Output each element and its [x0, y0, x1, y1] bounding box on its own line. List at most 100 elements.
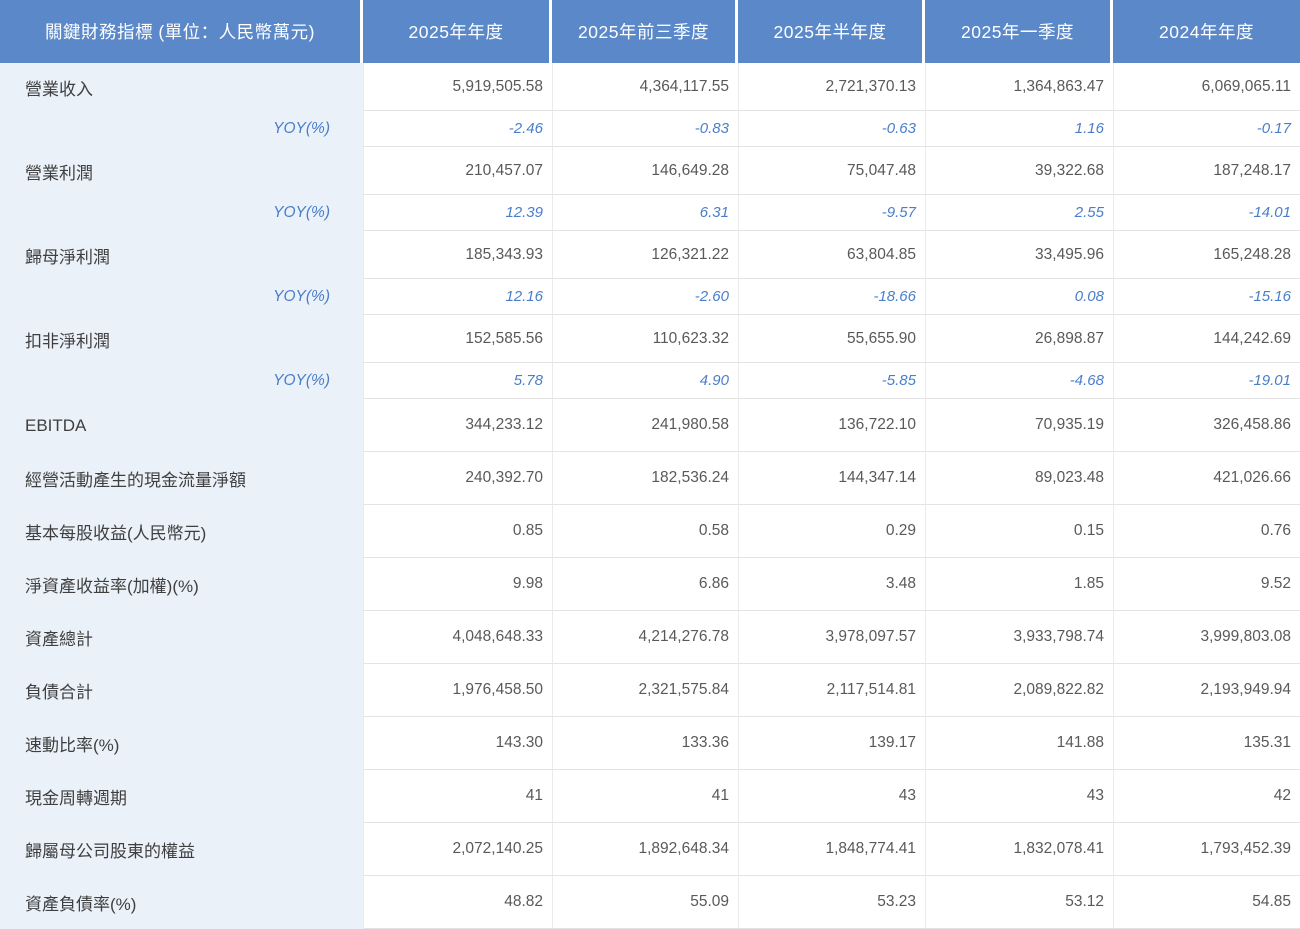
- yoy-value: -2.46: [363, 111, 552, 147]
- yoy-value: -0.83: [552, 111, 738, 147]
- header-period-2025-half: 2025年半年度: [738, 0, 925, 63]
- metric-value: 2,089,822.82: [925, 664, 1113, 717]
- metric-value: 3,999,803.08: [1113, 611, 1300, 664]
- metric-value: 41: [363, 770, 552, 823]
- yoy-value: -5.85: [738, 363, 925, 399]
- metric-row: 營業利潤 210,457.07 146,649.28 75,047.48 39,322.…: [0, 147, 1300, 195]
- metric-value: 143.30: [363, 717, 552, 770]
- metric-label: 歸屬母公司股東的權益: [0, 823, 363, 876]
- metric-value: 4,214,276.78: [552, 611, 738, 664]
- metric-value: 133.36: [552, 717, 738, 770]
- metric-value: 3,933,798.74: [925, 611, 1113, 664]
- metric-value: 2,193,949.94: [1113, 664, 1300, 717]
- metric-row: 資產總計 4,048,648.33 4,214,276.78 3,978,097.57…: [0, 611, 1300, 664]
- metric-label: 基本每股收益(人民幣元): [0, 505, 363, 558]
- metric-value: 1,364,863.47: [925, 63, 1113, 111]
- metric-label: 現金周轉週期: [0, 770, 363, 823]
- metric-label: 營業利潤: [0, 147, 363, 195]
- yoy-value: -0.17: [1113, 111, 1300, 147]
- yoy-value: 12.39: [363, 195, 552, 231]
- metric-value: 0.29: [738, 505, 925, 558]
- metric-value: 3,978,097.57: [738, 611, 925, 664]
- metric-value: 187,248.17: [1113, 147, 1300, 195]
- yoy-label: YOY(%): [0, 363, 363, 399]
- metric-value: 26,898.87: [925, 315, 1113, 363]
- metric-label: EBITDA: [0, 399, 363, 452]
- metric-value: 55,655.90: [738, 315, 925, 363]
- metric-value: 55.09: [552, 876, 738, 929]
- metric-row: 速動比率(%) 143.30 133.36 139.17 141.88 135.31: [0, 717, 1300, 770]
- metric-value: 43: [925, 770, 1113, 823]
- yoy-value: -14.01: [1113, 195, 1300, 231]
- metric-label: 負債合計: [0, 664, 363, 717]
- yoy-value: -0.63: [738, 111, 925, 147]
- metric-value: 135.31: [1113, 717, 1300, 770]
- metric-value: 1,832,078.41: [925, 823, 1113, 876]
- metric-value: 144,242.69: [1113, 315, 1300, 363]
- metric-row: 營業收入 5,919,505.58 4,364,117.55 2,721,370.13…: [0, 63, 1300, 111]
- metric-value: 210,457.07: [363, 147, 552, 195]
- metric-row: 經營活動產生的現金流量淨額 240,392.70 182,536.24 144,347…: [0, 452, 1300, 505]
- metric-value: 33,495.96: [925, 231, 1113, 279]
- yoy-value: 6.31: [552, 195, 738, 231]
- metric-value: 39,322.68: [925, 147, 1113, 195]
- metric-value: 0.76: [1113, 505, 1300, 558]
- metric-value: 344,233.12: [363, 399, 552, 452]
- metric-value: 75,047.48: [738, 147, 925, 195]
- metric-value: 63,804.85: [738, 231, 925, 279]
- metric-value: 0.85: [363, 505, 552, 558]
- table-body: 營業收入 5,919,505.58 4,364,117.55 2,721,370.13…: [0, 63, 1300, 929]
- metric-value: 9.52: [1113, 558, 1300, 611]
- metric-value: 53.23: [738, 876, 925, 929]
- metric-value: 1.85: [925, 558, 1113, 611]
- yoy-row: YOY(%) -2.46 -0.83 -0.63 1.16 -0.17: [0, 111, 1300, 147]
- metric-value: 89,023.48: [925, 452, 1113, 505]
- metric-row: 基本每股收益(人民幣元) 0.85 0.58 0.29 0.15 0.76: [0, 505, 1300, 558]
- yoy-value: 12.16: [363, 279, 552, 315]
- metric-value: 182,536.24: [552, 452, 738, 505]
- metric-label: 歸母淨利潤: [0, 231, 363, 279]
- yoy-value: 5.78: [363, 363, 552, 399]
- metric-value: 53.12: [925, 876, 1113, 929]
- yoy-value: 0.08: [925, 279, 1113, 315]
- yoy-row: YOY(%) 12.16 -2.60 -18.66 0.08 -15.16: [0, 279, 1300, 315]
- metric-value: 139.17: [738, 717, 925, 770]
- yoy-label: YOY(%): [0, 279, 363, 315]
- metric-value: 1,892,648.34: [552, 823, 738, 876]
- metric-label: 淨資產收益率(加權)(%): [0, 558, 363, 611]
- metric-value: 70,935.19: [925, 399, 1113, 452]
- metric-value: 141.88: [925, 717, 1113, 770]
- metric-value: 42: [1113, 770, 1300, 823]
- metric-value: 241,980.58: [552, 399, 738, 452]
- yoy-value: 2.55: [925, 195, 1113, 231]
- metric-value: 185,343.93: [363, 231, 552, 279]
- metric-row: 歸母淨利潤 185,343.93 126,321.22 63,804.85 33,495…: [0, 231, 1300, 279]
- yoy-value: 1.16: [925, 111, 1113, 147]
- yoy-value: -9.57: [738, 195, 925, 231]
- metric-row: 資產負債率(%) 48.82 55.09 53.23 53.12 54.85: [0, 876, 1300, 929]
- metric-value: 2,072,140.25: [363, 823, 552, 876]
- metric-row: 負債合計 1,976,458.50 2,321,575.84 2,117,514.81…: [0, 664, 1300, 717]
- metric-value: 326,458.86: [1113, 399, 1300, 452]
- yoy-row: YOY(%) 12.39 6.31 -9.57 2.55 -14.01: [0, 195, 1300, 231]
- metric-value: 152,585.56: [363, 315, 552, 363]
- metric-value: 2,721,370.13: [738, 63, 925, 111]
- metric-value: 2,117,514.81: [738, 664, 925, 717]
- header-period-2025-annual: 2025年年度: [363, 0, 552, 63]
- metric-value: 6,069,065.11: [1113, 63, 1300, 111]
- metric-row: 現金周轉週期 41 41 43 43 42: [0, 770, 1300, 823]
- metric-value: 4,048,648.33: [363, 611, 552, 664]
- metric-value: 2,321,575.84: [552, 664, 738, 717]
- metric-value: 1,793,452.39: [1113, 823, 1300, 876]
- metric-value: 0.15: [925, 505, 1113, 558]
- yoy-label: YOY(%): [0, 195, 363, 231]
- metric-value: 144,347.14: [738, 452, 925, 505]
- yoy-value: -4.68: [925, 363, 1113, 399]
- metric-value: 0.58: [552, 505, 738, 558]
- metric-value: 6.86: [552, 558, 738, 611]
- table-header-row: 關鍵財務指標 (單位：人民幣萬元) 2025年年度 2025年前三季度 2025…: [0, 0, 1300, 63]
- yoy-value: -18.66: [738, 279, 925, 315]
- metric-value: 136,722.10: [738, 399, 925, 452]
- metric-label: 資產負債率(%): [0, 876, 363, 929]
